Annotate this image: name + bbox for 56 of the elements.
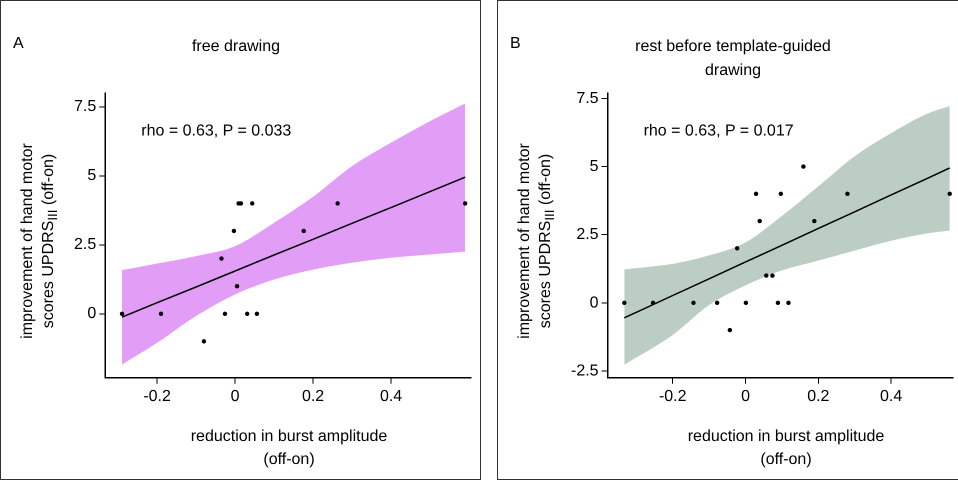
point — [758, 218, 762, 224]
x-tick-label: 0.2 — [807, 388, 830, 405]
point — [650, 300, 656, 306]
point — [254, 312, 260, 316]
x-tick-label: 0 — [230, 388, 240, 405]
point — [734, 246, 740, 251]
point — [728, 328, 732, 332]
y-tick-label: 2.5 — [74, 236, 96, 254]
y-tick-label: 5 — [590, 158, 599, 175]
point — [812, 218, 817, 224]
y-tick-label: 7.5 — [576, 90, 599, 107]
y-tick-label: 7.5 — [74, 98, 96, 116]
y-tick-label: -2.5 — [570, 362, 599, 380]
annotation: rho = 0.63, P = 0.017 — [644, 122, 794, 140]
point — [219, 256, 224, 261]
x-tick-label: 0.4 — [880, 388, 902, 405]
point — [462, 201, 468, 206]
y-tick-label: 0 — [87, 305, 96, 322]
x-axis-title: reduction in burst amplitude (off-on) — [190, 427, 388, 470]
x-tick-label: -0.2 — [658, 388, 687, 405]
point — [778, 192, 784, 196]
point — [244, 312, 250, 316]
x-tick-label: 0.4 — [380, 388, 402, 405]
y-tick-label: 5 — [87, 167, 96, 184]
x-tick-label: -0.2 — [143, 388, 171, 405]
x-tick-label: 0.2 — [302, 388, 324, 405]
point — [776, 300, 780, 306]
chart-title: free drawing — [190, 37, 282, 57]
point — [250, 201, 254, 206]
point — [845, 192, 850, 196]
point — [234, 284, 240, 288]
chart-title: rest before template-guided drawing — [634, 37, 832, 81]
point — [801, 164, 806, 169]
point — [158, 312, 164, 316]
point — [948, 192, 952, 196]
point — [622, 300, 627, 306]
point — [691, 300, 696, 306]
point — [744, 300, 748, 306]
point — [764, 273, 768, 278]
y-tick-label: 2.5 — [576, 226, 599, 244]
point — [302, 228, 306, 234]
x-tick-label: 0 — [741, 388, 750, 405]
text: B — [510, 35, 521, 53]
point — [714, 300, 720, 306]
point — [754, 192, 758, 196]
point — [335, 201, 340, 206]
x-axis-title: reduction in burst amplitude (off-on) — [686, 427, 886, 470]
y-tick-label: 0 — [590, 294, 599, 312]
point — [232, 228, 236, 234]
point — [120, 312, 124, 316]
text: A — [13, 35, 24, 53]
annotation: rho = 0.63, P = 0.033 — [141, 122, 292, 140]
point — [202, 339, 206, 344]
point — [222, 312, 228, 316]
point — [770, 273, 775, 278]
point — [786, 300, 791, 306]
